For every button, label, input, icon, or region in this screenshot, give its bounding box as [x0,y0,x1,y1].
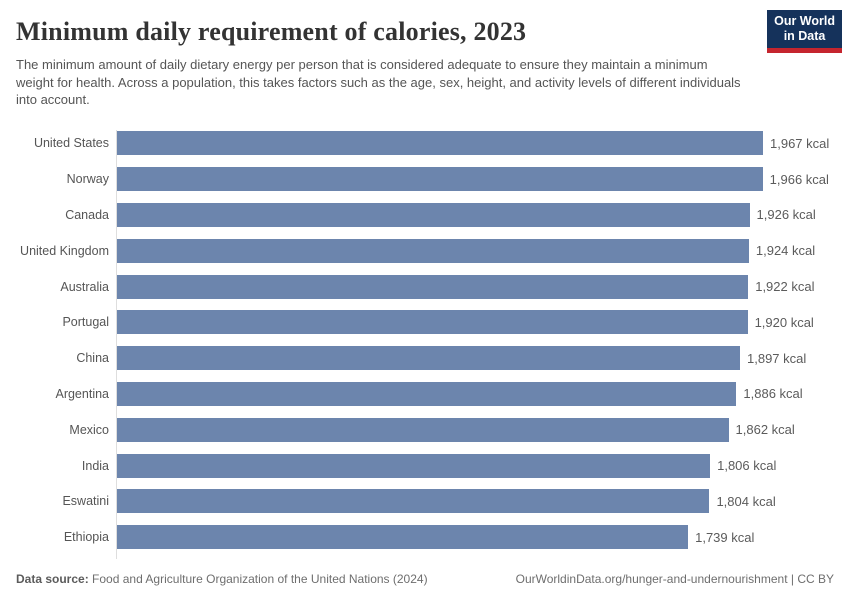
category-label: Eswatini [62,494,109,509]
owid-logo-line2: in Data [783,29,826,43]
bar[interactable] [117,131,763,156]
value-label: 1,806 kcal [717,458,777,474]
value-label: 1,922 kcal [755,279,815,295]
y-axis-line [116,129,117,560]
value-label: 1,967 kcal [770,135,830,151]
category-label: Portugal [62,315,109,330]
value-label: 1,739 kcal [695,529,755,545]
bar-row: Norway 1,966 kcal [0,161,850,197]
value-label: 1,926 kcal [756,207,816,223]
bar-row: Eswatini 1,804 kcal [0,483,850,519]
bar[interactable] [117,274,749,299]
value-label: 1,886 kcal [743,386,803,402]
bar-track: 1,920 kcal [117,310,850,335]
bar-row: United States 1,967 kcal [0,126,850,162]
bar-row: Portugal 1,920 kcal [0,304,850,340]
chart-header: Minimum daily requirement of calories, 2… [0,0,850,109]
bar-row: China 1,897 kcal [0,340,850,376]
value-label: 1,862 kcal [735,422,795,438]
value-label: 1,897 kcal [747,350,807,366]
bar[interactable] [117,489,710,514]
owid-logo-line1: Our World [774,14,835,28]
bar-row: India 1,806 kcal [0,448,850,484]
category-label: Ethiopia [63,530,109,545]
bar-row: Mexico 1,862 kcal [0,412,850,448]
bar-track: 1,926 kcal [117,202,850,227]
chart-footer: Data source: Food and Agriculture Organi… [16,572,834,586]
bar[interactable] [117,525,689,550]
footer-link[interactable]: OurWorldinData.org/hunger-and-undernouri… [515,572,834,586]
bar-row: Ethiopia 1,739 kcal [0,519,850,555]
bar[interactable] [117,167,763,192]
bar-row: Argentina 1,886 kcal [0,376,850,412]
value-label: 1,920 kcal [754,314,814,330]
bar[interactable] [117,381,737,406]
bar-row: United Kingdom 1,924 kcal [0,233,850,269]
bar-chart: United States 1,967 kcal Norway 1,966 kcal C… [0,126,850,560]
category-label: United States [33,136,109,151]
category-label: Australia [60,279,109,294]
category-label: China [76,351,109,366]
bar[interactable] [117,453,711,478]
value-label: 1,804 kcal [716,493,776,509]
category-label: Mexico [69,422,109,437]
value-label: 1,924 kcal [755,243,816,259]
bar[interactable] [117,202,750,227]
bar-track: 1,806 kcal [117,453,850,478]
category-label: United Kingdom [20,243,109,258]
bar-track: 1,922 kcal [117,274,850,299]
category-label: Norway [66,172,109,187]
chart-subtitle: The minimum amount of daily dietary ener… [16,57,741,107]
bar-row: Australia 1,922 kcal [0,269,850,305]
data-source-note: Data source: Food and Agriculture Organi… [16,572,428,586]
bar[interactable] [117,238,749,263]
data-source-text: Food and Agriculture Organization of the… [92,572,428,586]
bar-track: 1,967 kcal [117,131,850,156]
bar-track: 1,924 kcal [117,238,850,263]
bar[interactable] [117,310,748,335]
bar-row: Canada 1,926 kcal [0,197,850,233]
bar-track: 1,862 kcal [117,417,850,442]
category-label: Canada [65,207,109,222]
bar-track: 1,897 kcal [117,346,850,371]
chart-page: Minimum daily requirement of calories, 2… [0,0,850,586]
category-label: Argentina [55,386,109,401]
owid-logo: Our World in Data [767,10,842,53]
bar-track: 1,886 kcal [117,381,850,406]
bar[interactable] [117,346,740,371]
value-label: 1,966 kcal [769,171,829,187]
chart-title: Minimum daily requirement of calories, 2… [16,17,527,46]
bar[interactable] [117,417,729,442]
bar-track: 1,739 kcal [117,525,850,550]
bar-track: 1,966 kcal [117,167,850,192]
data-source-label: Data source: [16,572,89,586]
category-label: India [81,458,109,473]
bar-rows: United States 1,967 kcal Norway 1,966 kcal C… [0,126,850,556]
bar-track: 1,804 kcal [117,489,850,514]
